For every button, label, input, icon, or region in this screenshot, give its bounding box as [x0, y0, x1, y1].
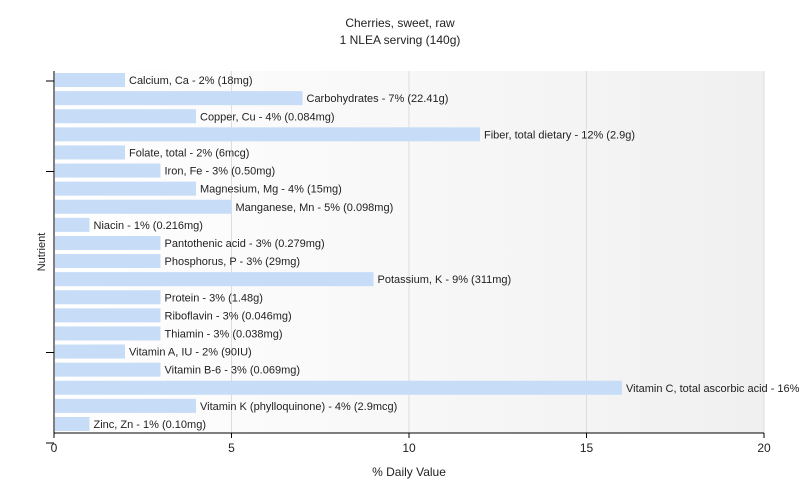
bar-data-label: Potassium, K - 9% (311mg) — [378, 274, 512, 286]
bar — [55, 290, 161, 305]
bar — [55, 91, 303, 106]
bar-data-label: Manganese, Mn - 5% (0.098mg) — [236, 202, 394, 214]
bar — [55, 362, 161, 377]
data-labels: Calcium, Ca - 2% (18mg) Carbohydrates - 7… — [94, 75, 800, 431]
bar-data-label: Vitamin A, IU - 2% (90IU) — [129, 347, 252, 359]
bar — [55, 308, 161, 323]
bar — [55, 181, 196, 196]
bar — [55, 344, 125, 359]
bar-data-label: Phosphorus, P - 3% (29mg) — [165, 256, 301, 268]
bar-data-label: Fiber, total dietary - 12% (2.9g) — [484, 129, 635, 141]
y-axis-title: Nutrient — [36, 233, 48, 272]
bar — [55, 326, 161, 341]
x-tick-label: 15 — [580, 441, 594, 455]
bar — [55, 254, 161, 269]
bar-data-label: Magnesium, Mg - 4% (15mg) — [200, 184, 342, 196]
bar-data-label: Iron, Fe - 3% (0.50mg) — [165, 166, 276, 178]
x-tick-label: 5 — [228, 441, 235, 455]
bar-data-label: Copper, Cu - 4% (0.084mg) — [200, 111, 335, 123]
chart-subtitle: 1 NLEA serving (140g) — [339, 33, 461, 47]
x-tick-label: 10 — [402, 441, 416, 455]
bar — [55, 380, 622, 395]
bar — [55, 199, 232, 214]
bar — [55, 145, 125, 160]
bar — [55, 127, 480, 142]
x-tick-label: 0 — [51, 441, 58, 455]
bar-data-label: Pantothenic acid - 3% (0.279mg) — [165, 238, 325, 250]
bars — [55, 73, 622, 431]
chart-title: Cherries, sweet, raw — [345, 16, 455, 30]
x-axis-title: % Daily Value — [372, 465, 446, 479]
bar-data-label: Zinc, Zn - 1% (0.10mg) — [94, 419, 206, 431]
bar — [55, 398, 196, 413]
bar-data-label: Protein - 3% (1.48g) — [165, 292, 263, 304]
bar — [55, 416, 90, 431]
bar-data-label: Vitamin B-6 - 3% (0.069mg) — [165, 365, 301, 377]
bar — [55, 73, 125, 88]
bar — [55, 272, 374, 287]
bar — [55, 217, 90, 232]
bar-data-label: Calcium, Ca - 2% (18mg) — [129, 75, 252, 87]
bar-data-label: Carbohydrates - 7% (22.41g) — [307, 93, 449, 105]
bar-data-label: Niacin - 1% (0.216mg) — [94, 220, 203, 232]
axes: 0 5 10 15 20 — [46, 71, 771, 455]
bar-data-label: Thiamin - 3% (0.038mg) — [165, 328, 283, 340]
bar-data-label: Vitamin K (phylloquinone) - 4% (2.9mcg) — [200, 401, 397, 413]
bar-data-label: Riboflavin - 3% (0.046mg) — [165, 310, 292, 322]
bar-data-label: Vitamin C, total ascorbic acid - 16% (9.… — [626, 383, 800, 395]
bar — [55, 235, 161, 250]
bar — [55, 109, 196, 124]
x-tick-label: 20 — [757, 441, 771, 455]
bar — [55, 163, 161, 178]
bar-data-label: Folate, total - 2% (6mcg) — [129, 147, 249, 159]
